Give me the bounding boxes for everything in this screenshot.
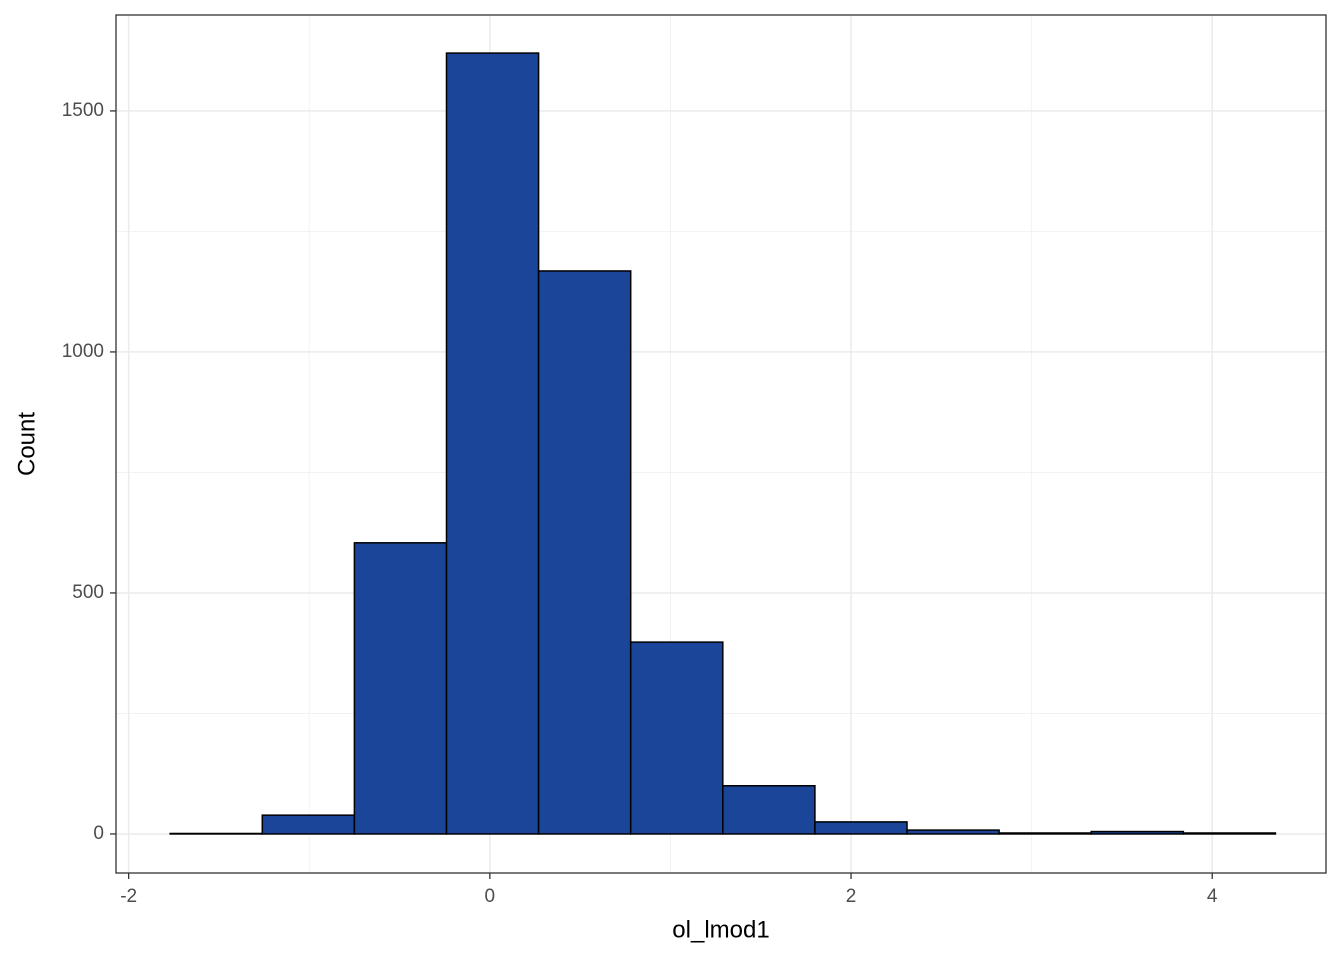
bar xyxy=(353,542,448,835)
bar xyxy=(998,832,1092,835)
bar xyxy=(1182,832,1277,835)
x-tick-label: -2 xyxy=(120,886,137,907)
bar xyxy=(814,821,908,835)
bar xyxy=(1090,830,1185,835)
y-tick-label: 500 xyxy=(72,582,104,603)
bar xyxy=(722,785,816,835)
bars xyxy=(169,52,1277,835)
bar xyxy=(906,829,1000,835)
bar xyxy=(261,814,356,835)
bar xyxy=(537,270,632,835)
y-axis-title: Count xyxy=(13,412,40,476)
y-tick-label: 1500 xyxy=(62,100,104,121)
bar xyxy=(629,641,724,835)
bar xyxy=(445,52,540,835)
x-tick-label: 2 xyxy=(846,886,857,907)
axes: -2 0 2 4 0 500 1000 1500 xyxy=(62,100,1218,907)
y-tick-label: 0 xyxy=(93,823,104,844)
panel-border xyxy=(115,14,1327,874)
x-axis-title: ol_lmod1 xyxy=(672,916,769,943)
x-tick-label: 4 xyxy=(1207,886,1218,907)
x-tick-label: 0 xyxy=(485,886,496,907)
y-tick-label: 1000 xyxy=(62,341,104,362)
